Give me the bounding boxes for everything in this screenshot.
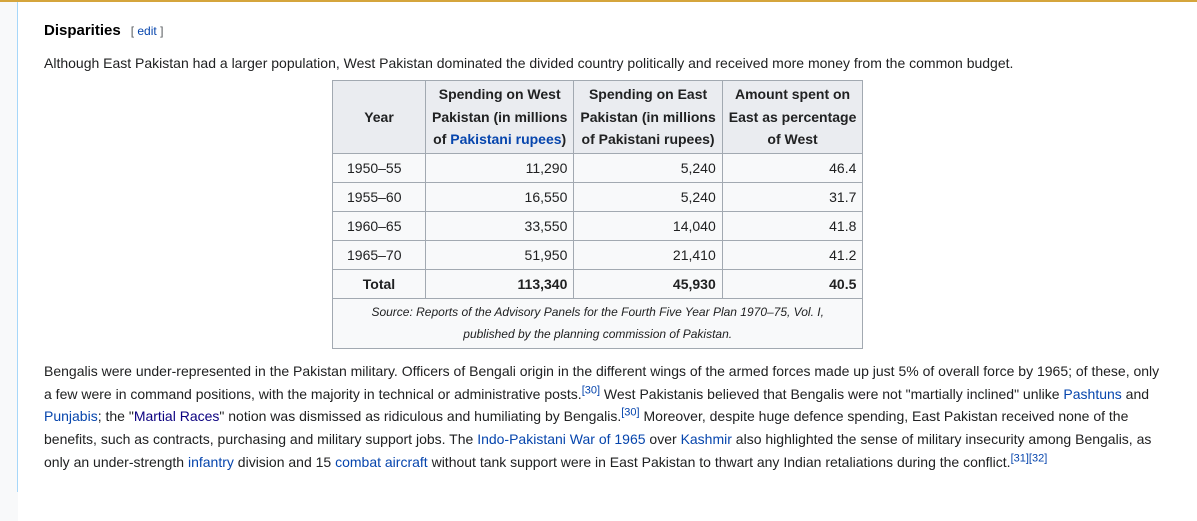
year-cell: 1955–60 — [332, 181, 426, 212]
header-percentage: Amount spent on East as percentage of West — [721, 80, 864, 154]
left-sidebar-edge — [0, 2, 18, 521]
table-header-row: Year Spending on West Pakistan (in millio… — [332, 80, 864, 154]
year-cell: 1960–65 — [332, 210, 426, 241]
article-content: Disparities [ edit ] Although East Pakist… — [44, 20, 1174, 470]
pashtuns-link[interactable]: Pashtuns — [1063, 385, 1122, 402]
table-row: 1965–70 51,950 21,410 41.2 — [332, 239, 864, 270]
percentage-cell: 41.8 — [721, 210, 864, 241]
total-row: Total 113,340 45,930 40.5 — [332, 268, 864, 299]
west-cell: 51,950 — [424, 239, 575, 270]
west-cell: 11,290 — [424, 152, 575, 183]
citation[interactable]: [31][32] — [1010, 452, 1048, 465]
martial-races-link[interactable]: Martial Races — [133, 408, 220, 425]
body-paragraph: Bengalis were under-represented in the P… — [44, 363, 1160, 470]
east-cell: 14,040 — [573, 210, 723, 241]
section-heading: Disparities [ edit ] — [44, 20, 1174, 42]
total-east: 45,930 — [573, 268, 723, 299]
percentage-cell: 46.4 — [721, 152, 864, 183]
east-cell: 5,240 — [573, 181, 723, 212]
table-row: 1950–55 11,290 5,240 46.4 — [332, 152, 864, 183]
total-percentage: 40.5 — [721, 268, 864, 299]
edit-section: [ edit ] — [130, 24, 164, 38]
east-cell: 5,240 — [573, 152, 723, 183]
table-source: Source: Reports of the Advisory Panels f… — [331, 297, 864, 349]
spending-table: Year Spending on West Pakistan (in millio… — [331, 80, 864, 349]
year-cell: 1950–55 — [332, 152, 426, 183]
edit-link[interactable]: edit — [137, 24, 157, 38]
total-label: Total — [332, 268, 426, 299]
citation[interactable]: [30] — [581, 384, 601, 397]
year-cell: 1965–70 — [332, 239, 426, 270]
infantry-link[interactable]: infantry — [187, 453, 234, 470]
top-accent-line — [0, 0, 1197, 2]
combat-aircraft-link[interactable]: combat aircraft — [335, 453, 428, 470]
west-cell: 33,550 — [424, 210, 575, 241]
header-east: Spending on East Pakistan (in millions of … — [573, 80, 723, 154]
intro-paragraph: Although East Pakistan had a larger popu… — [44, 55, 1014, 71]
pakistani-rupees-link[interactable]: Pakistani rupees — [450, 131, 562, 147]
percentage-cell: 41.2 — [721, 239, 864, 270]
source-row: Source: Reports of the Advisory Panels f… — [331, 297, 864, 349]
table-row: 1955–60 16,550 5,240 31.7 — [332, 181, 864, 212]
total-west: 113,340 — [424, 268, 575, 299]
indo-pakistani-war-link[interactable]: Indo-Pakistani War of 1965 — [477, 431, 646, 448]
percentage-cell: 31.7 — [721, 181, 864, 212]
east-cell: 21,410 — [573, 239, 723, 270]
section-title: Disparities — [44, 22, 121, 39]
citation[interactable]: [30] — [621, 406, 640, 419]
kashmir-link[interactable]: Kashmir — [680, 431, 732, 448]
punjabis-link[interactable]: Punjabis — [44, 408, 98, 425]
header-west: Spending on West Pakistan (in millions of … — [424, 80, 575, 154]
content-border — [17, 2, 18, 492]
west-cell: 16,550 — [424, 181, 575, 212]
header-year: Year — [332, 80, 426, 154]
table-row: 1960–65 33,550 14,040 41.8 — [332, 210, 864, 241]
